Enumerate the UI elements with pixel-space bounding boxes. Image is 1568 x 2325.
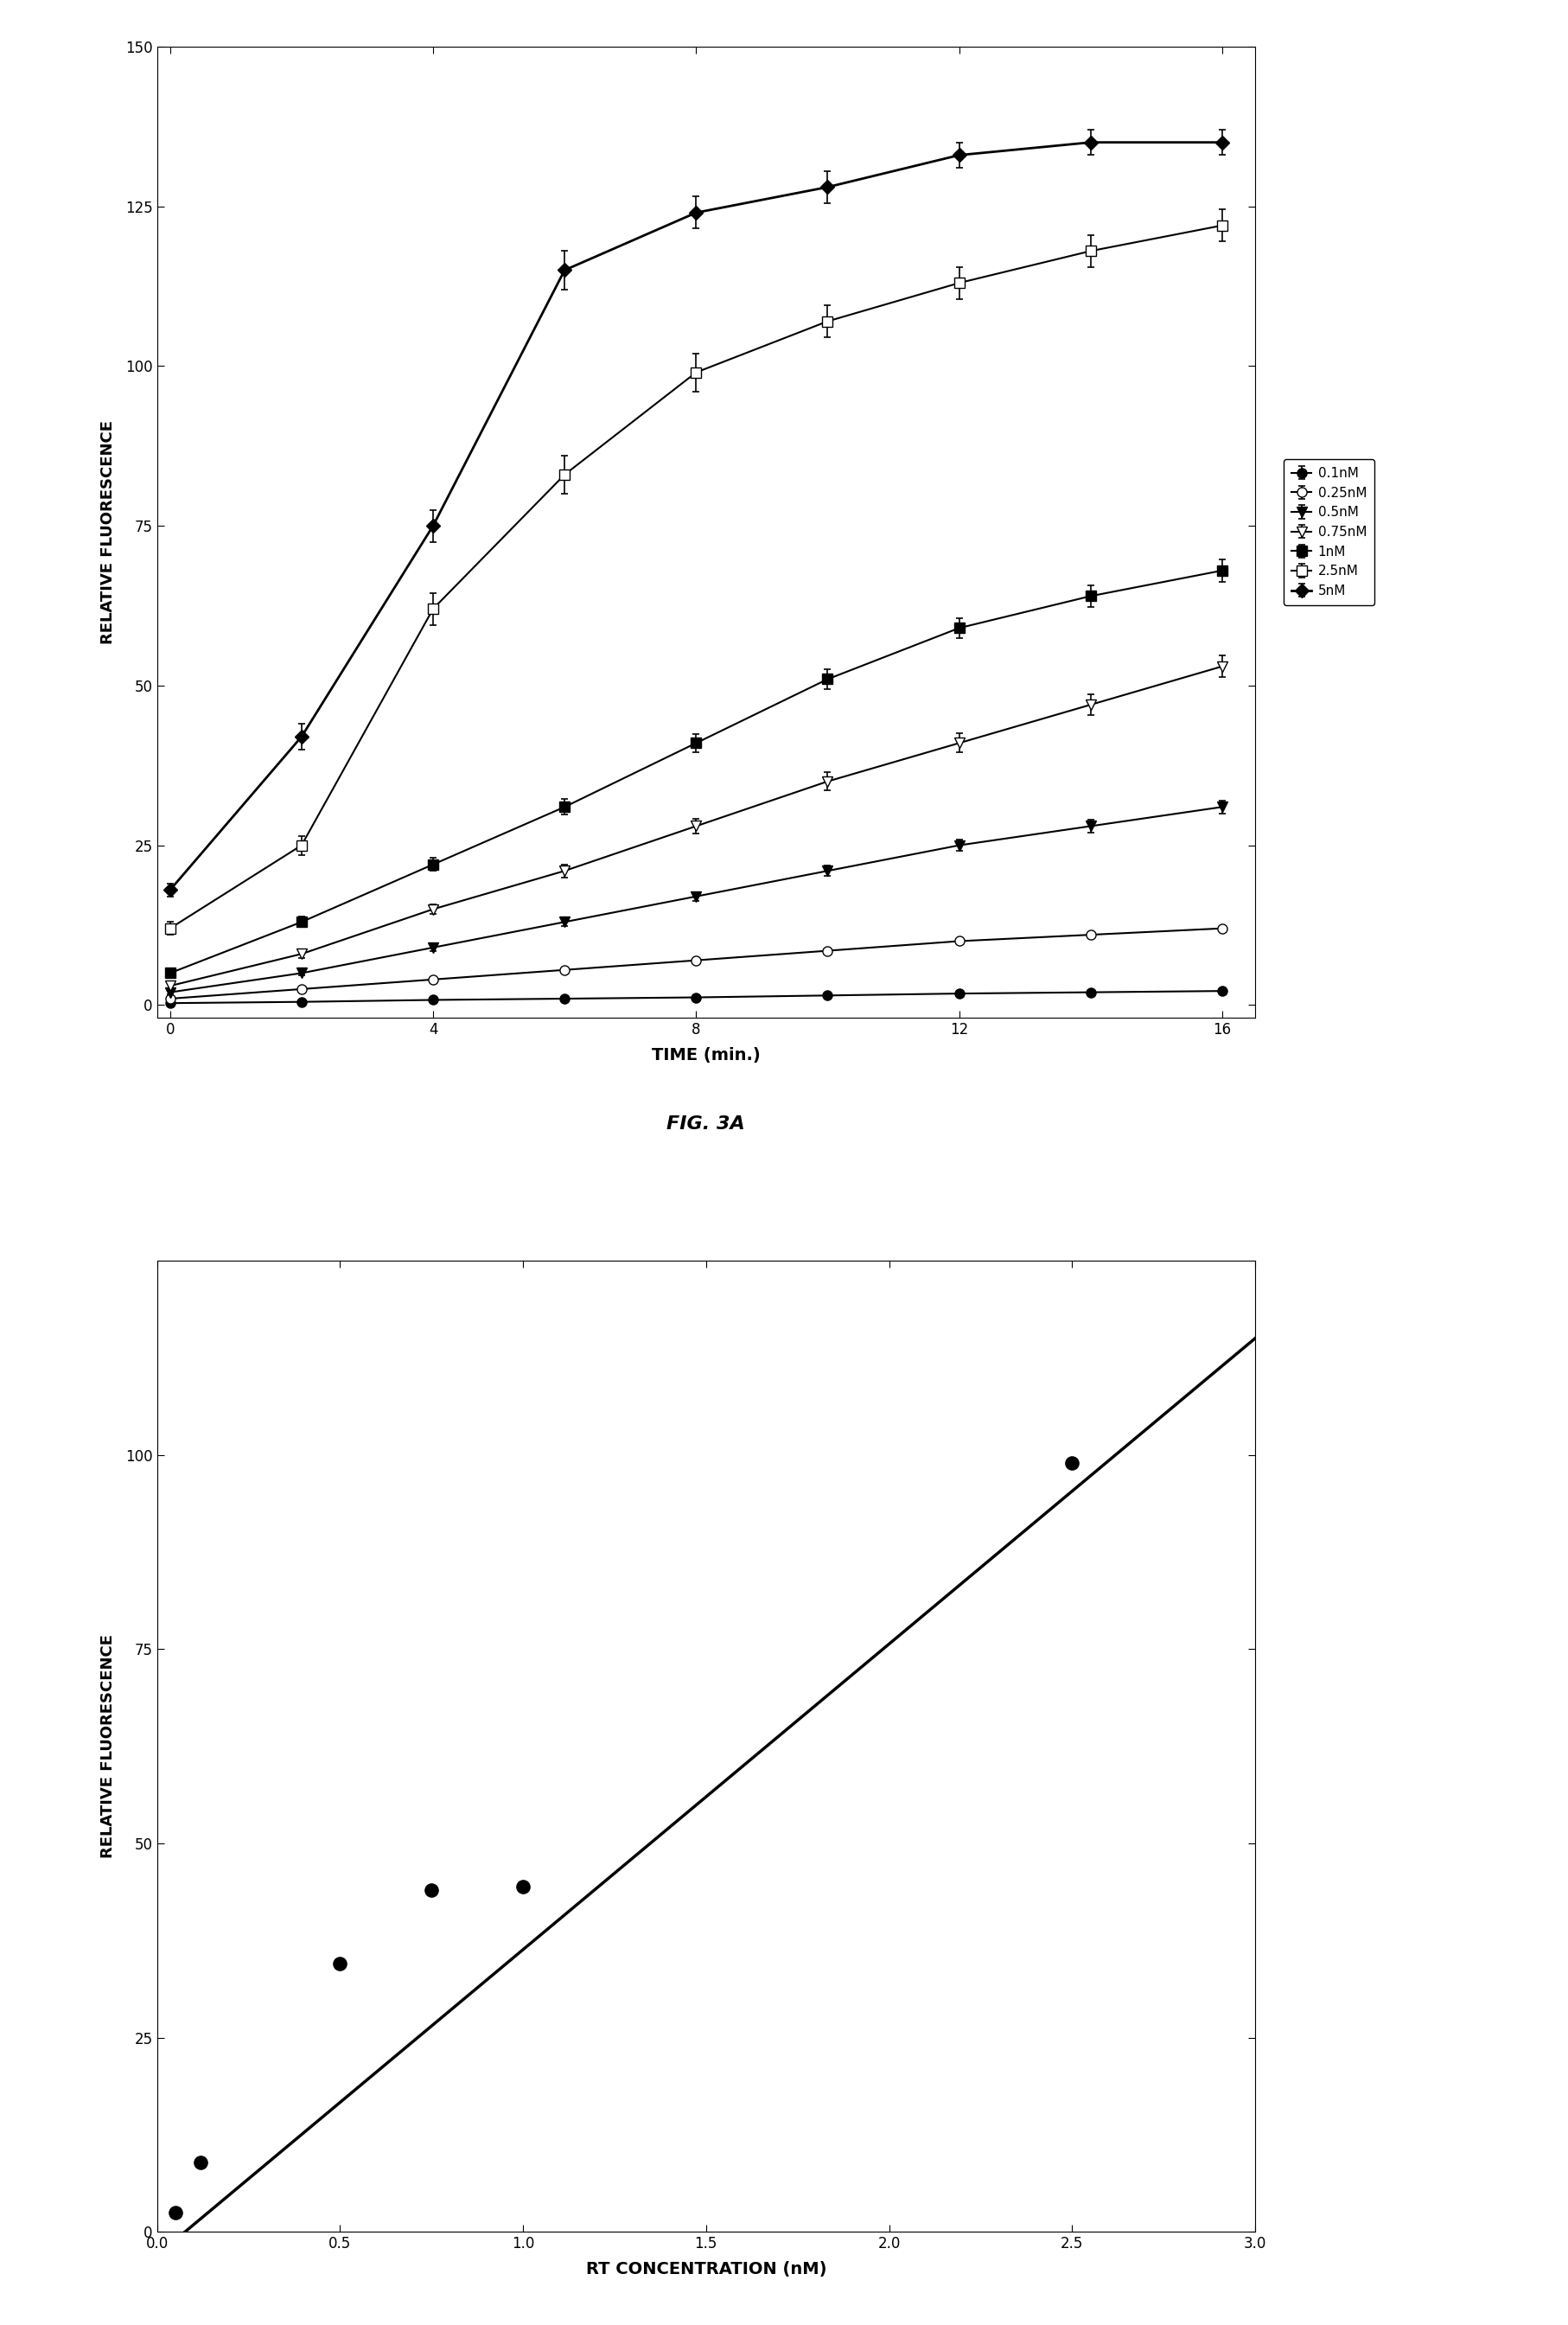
Point bbox=[163, 2195, 188, 2232]
Text: FIG. 3A: FIG. 3A bbox=[666, 1116, 745, 1132]
Legend: 0.1nM, 0.25nM, 0.5nM, 0.75nM, 1nM, 2.5nM, 5nM: 0.1nM, 0.25nM, 0.5nM, 0.75nM, 1nM, 2.5nM… bbox=[1283, 458, 1374, 605]
X-axis label: RT CONCENTRATION (nM): RT CONCENTRATION (nM) bbox=[585, 2262, 826, 2278]
Y-axis label: RELATIVE FLUORESCENCE: RELATIVE FLUORESCENCE bbox=[100, 421, 116, 644]
X-axis label: TIME (min.): TIME (min.) bbox=[651, 1046, 760, 1063]
Point bbox=[419, 1872, 444, 1909]
Point bbox=[510, 1867, 535, 1904]
Point bbox=[188, 2144, 213, 2181]
Point bbox=[1058, 1444, 1083, 1481]
Point bbox=[328, 1946, 353, 1983]
Y-axis label: RELATIVE FLUORESCENCE: RELATIVE FLUORESCENCE bbox=[100, 1634, 116, 1858]
